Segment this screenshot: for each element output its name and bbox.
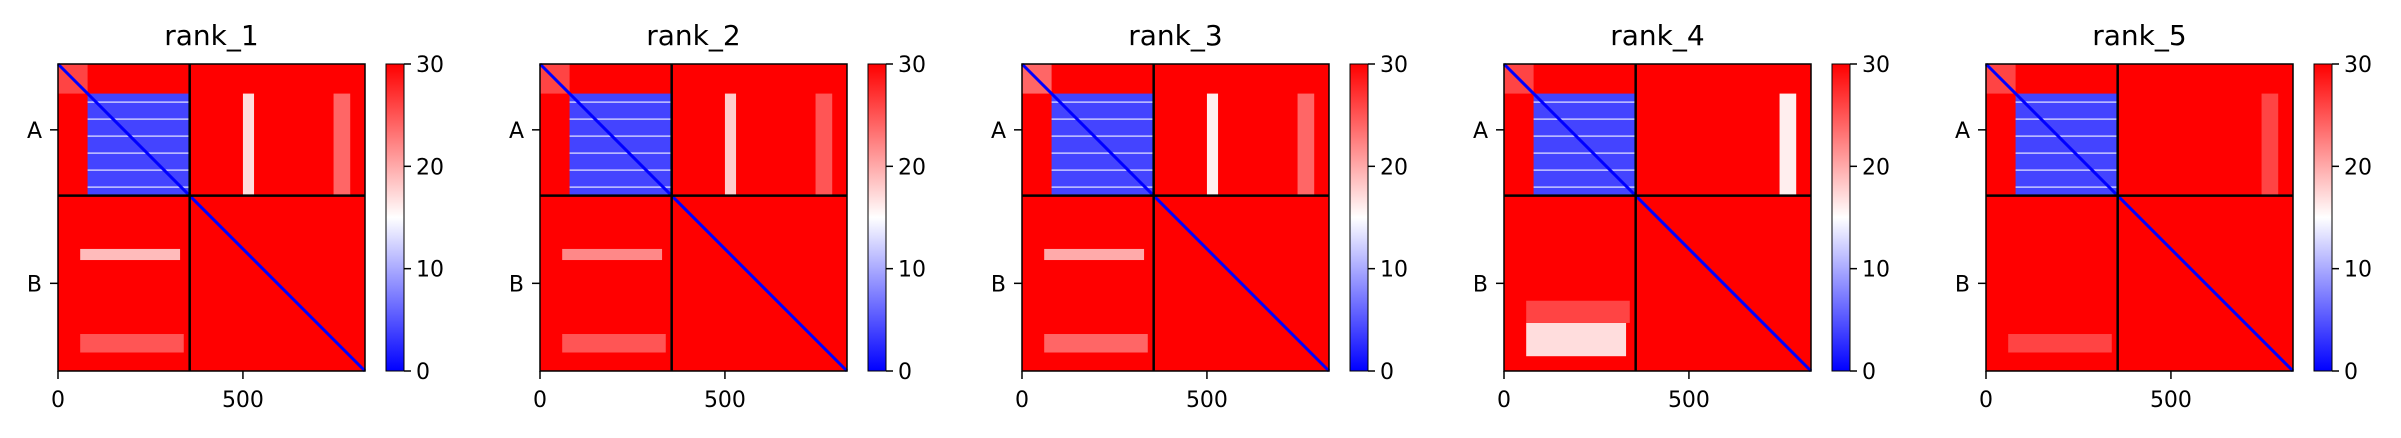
x-tick-label: 500: [704, 388, 746, 413]
colorbar-tick-label: 0: [416, 360, 430, 385]
chain-label-b: B: [509, 272, 524, 297]
chain-label-a: A: [27, 119, 42, 144]
plot-frame: [539, 63, 848, 372]
colorbar: [1349, 63, 1369, 372]
colorbar-tick-label: 20: [416, 155, 444, 180]
x-tick-label: 500: [1668, 388, 1710, 413]
colorbar-tick-label: 10: [1862, 258, 1890, 283]
chain-label-a: A: [1473, 119, 1488, 144]
x-tick-label: 0: [533, 388, 547, 413]
x-tick-label: 0: [51, 388, 65, 413]
heatmap-region-a-b: [1779, 93, 1797, 196]
colorbar-tick-label: 30: [1380, 53, 1408, 78]
chain-label-b: B: [991, 272, 1006, 297]
colorbar-tick-label: 0: [1862, 360, 1876, 385]
chart-title: rank_4: [1610, 19, 1704, 52]
heatmap-region-b-a: [562, 334, 666, 353]
chain-label-a: A: [991, 119, 1006, 144]
heatmap-region-a-b: [1206, 93, 1219, 196]
x-tick-label: 0: [1015, 388, 1029, 413]
heatmap-diagonal: [1502, 62, 1813, 373]
colorbar-tick-label: 20: [2344, 155, 2372, 180]
x-tick-label: 0: [1979, 388, 1993, 413]
chart-title: rank_1: [164, 19, 258, 52]
heatmap-panel-2: rank_2 0 500 A B 0 10 20 30: [509, 19, 926, 413]
colorbar: [2313, 63, 2333, 372]
colorbar-tick-label: 20: [1380, 155, 1408, 180]
heatmap-region-a-b: [1297, 93, 1315, 196]
chart-title: rank_3: [1128, 19, 1222, 52]
plot-frame: [1985, 63, 2294, 372]
x-tick-label: 500: [222, 388, 264, 413]
heatmap-diagonal: [1020, 62, 1331, 373]
heatmap-region-a-b: [2261, 93, 2279, 196]
x-tick-label: 0: [1497, 388, 1511, 413]
heatmap-panel-4: rank_4 0 500 A B 0 10 20 30: [1473, 19, 1890, 413]
heatmap-region-a-b: [333, 93, 351, 196]
x-tick-label: 500: [1186, 388, 1228, 413]
colorbar-tick-label: 10: [898, 258, 926, 283]
chart-title: rank_5: [2092, 19, 2186, 52]
heatmap-panel-1: rank_1 0 500 A B 0 10 20 30: [27, 19, 444, 413]
chart-title: rank_2: [646, 19, 740, 52]
chain-label-b: B: [1955, 272, 1970, 297]
chain-label-b: B: [27, 272, 42, 297]
colorbar-tick-label: 30: [416, 53, 444, 78]
chain-label-b: B: [1473, 272, 1488, 297]
colorbar-tick-label: 20: [898, 155, 926, 180]
heatmap-region-a-b: [724, 93, 737, 196]
plot-frame: [1503, 63, 1812, 372]
heatmap-region-b-a: [1044, 334, 1148, 353]
x-tick-label: 500: [2150, 388, 2192, 413]
colorbar-tick-label: 0: [1380, 360, 1394, 385]
heatmap-panel-5: rank_5 0 500 A B 0 10 20 30: [1955, 19, 2372, 413]
plot-frame: [57, 63, 366, 372]
colorbar-tick-label: 0: [898, 360, 912, 385]
chain-label-a: A: [1955, 119, 1970, 144]
colorbar-tick-label: 10: [2344, 258, 2372, 283]
colorbar-tick-label: 0: [2344, 360, 2358, 385]
heatmap-region-b-a: [1044, 248, 1145, 261]
heatmap-region-b-a: [2008, 334, 2112, 353]
heatmap-diagonal: [1984, 62, 2295, 373]
heatmap-region-b-a: [562, 248, 663, 261]
colorbar-tick-label: 30: [1862, 53, 1890, 78]
chain-label-a: A: [509, 119, 524, 144]
heatmap-region-b-a: [80, 248, 181, 261]
colorbar-tick-label: 10: [416, 258, 444, 283]
colorbar: [1831, 63, 1851, 372]
heatmap-region-b-a: [1526, 300, 1630, 323]
colorbar-tick-label: 10: [1380, 258, 1408, 283]
heatmap-region-a-b: [242, 93, 255, 196]
heatmap-panel-3: rank_3 0 500 A B 0 10 20 30: [991, 19, 1408, 413]
heatmap-diagonal: [56, 62, 367, 373]
heatmap-region-a-b: [815, 93, 833, 196]
colorbar: [867, 63, 887, 372]
colorbar-tick-label: 20: [1862, 155, 1890, 180]
heatmap-diagonal: [538, 62, 849, 373]
colorbar-tick-label: 30: [898, 53, 926, 78]
heatmap-region-b-a: [1526, 322, 1627, 357]
colorbar: [385, 63, 405, 372]
colorbar-tick-label: 30: [2344, 53, 2372, 78]
heatmap-region-b-a: [80, 334, 184, 353]
plot-frame: [1021, 63, 1330, 372]
